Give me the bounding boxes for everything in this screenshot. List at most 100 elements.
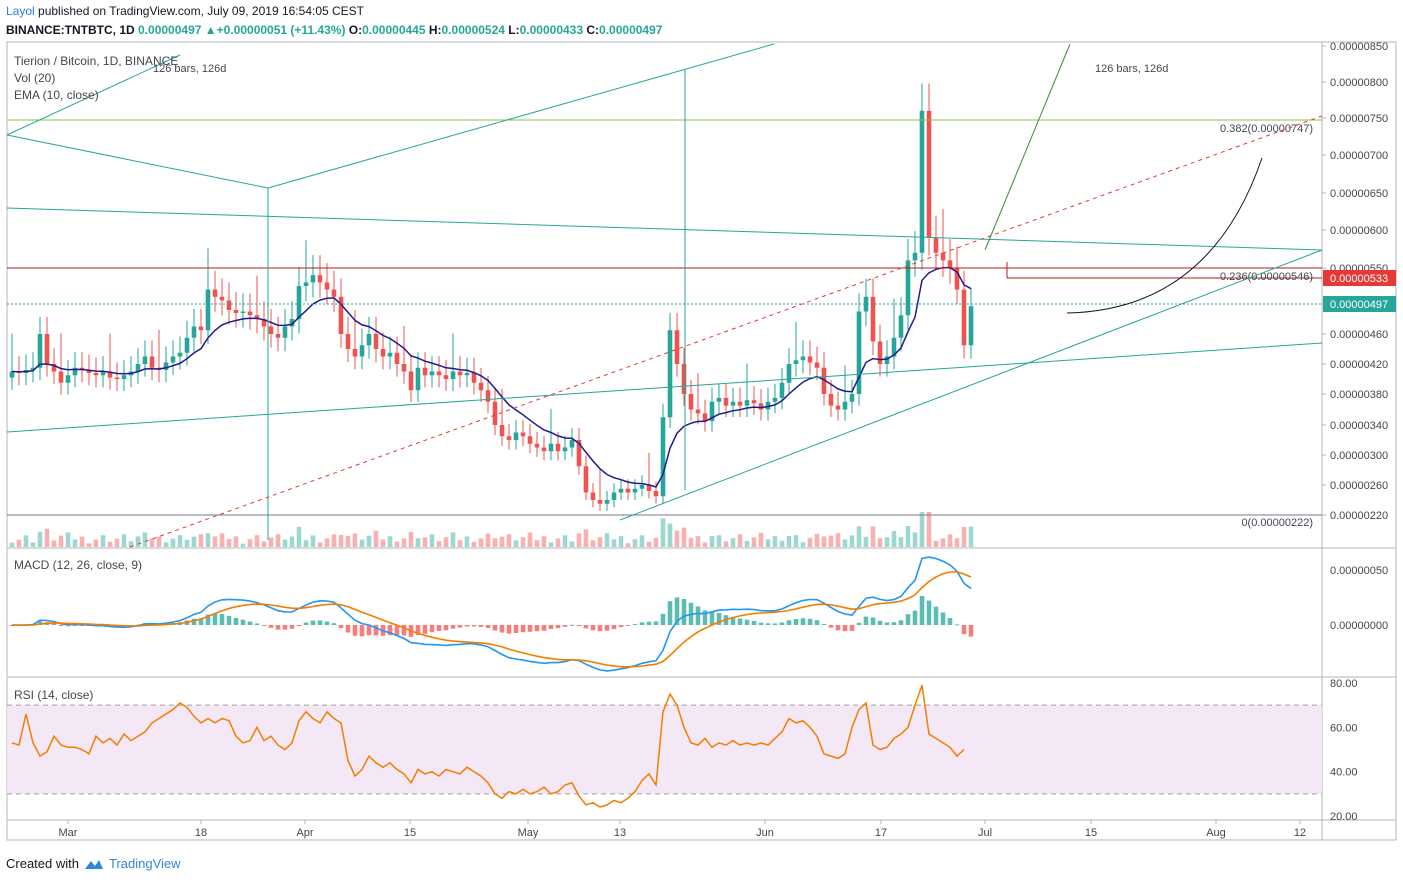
volume-bar bbox=[268, 537, 274, 547]
macd-histogram-bar bbox=[212, 613, 218, 625]
candle-body bbox=[891, 337, 897, 357]
macd-histogram-bar bbox=[667, 601, 673, 625]
macd-histogram-bar bbox=[198, 618, 204, 625]
volume-bar bbox=[107, 541, 113, 547]
volume-bar bbox=[128, 541, 134, 547]
candle-body bbox=[786, 364, 792, 383]
current-price-tag-label: 0.00000497 bbox=[1330, 299, 1388, 311]
candle-body bbox=[877, 341, 883, 364]
volume-bar bbox=[226, 538, 232, 547]
rsi-tick-label: 20.00 bbox=[1330, 811, 1358, 823]
volume-bar bbox=[51, 540, 57, 547]
author-link[interactable]: Layol bbox=[6, 4, 35, 18]
volume-bar bbox=[737, 534, 743, 547]
macd-histogram-bar bbox=[359, 625, 365, 637]
macd-histogram-bar bbox=[331, 623, 337, 625]
volume-bar bbox=[156, 536, 162, 547]
candle-body bbox=[121, 375, 127, 379]
volume-bar bbox=[835, 533, 841, 547]
macd-histogram-bar bbox=[660, 613, 666, 625]
volume-bar bbox=[786, 536, 792, 547]
candle-body bbox=[289, 319, 295, 327]
candle-body bbox=[191, 326, 197, 338]
candle-body bbox=[212, 289, 218, 297]
candle-body bbox=[961, 289, 967, 346]
candle-body bbox=[800, 356, 806, 361]
up-arrow-icon: ▲ bbox=[204, 23, 217, 37]
volume-legend: Vol (20) bbox=[14, 71, 56, 85]
macd-histogram-bar bbox=[450, 625, 456, 629]
macd-histogram-bar bbox=[254, 623, 260, 625]
macd-histogram-bar bbox=[583, 625, 589, 629]
macd-histogram-bar bbox=[289, 625, 295, 629]
macd-histogram-bar bbox=[233, 617, 239, 625]
macd-histogram-bar bbox=[219, 613, 225, 625]
macd-histogram-bar bbox=[562, 625, 568, 627]
volume-bar bbox=[912, 532, 918, 547]
volume-bar bbox=[695, 536, 701, 547]
candle-body bbox=[548, 443, 554, 452]
candle-body bbox=[947, 260, 953, 268]
macd-signal-line bbox=[12, 570, 972, 668]
macd-histogram-bar bbox=[373, 625, 379, 636]
candle-body bbox=[702, 413, 708, 422]
volume-bar bbox=[352, 533, 358, 547]
chart-frame bbox=[6, 41, 1397, 841]
candle-body bbox=[415, 367, 421, 391]
macd-histogram-bar bbox=[744, 619, 750, 625]
candle-body bbox=[737, 401, 743, 406]
volume-bar bbox=[212, 536, 218, 547]
volume-bar bbox=[793, 535, 799, 547]
volume-bar bbox=[450, 532, 456, 547]
price-tick-label: 0.00000750 bbox=[1330, 113, 1388, 125]
volume-bar bbox=[653, 537, 659, 547]
candle-body bbox=[835, 405, 841, 410]
trend-line bbox=[267, 43, 775, 189]
candle-body bbox=[275, 334, 281, 338]
volume-bar bbox=[919, 512, 925, 547]
volume-bar bbox=[205, 533, 211, 547]
macd-histogram-bar bbox=[835, 625, 841, 631]
volume-bar bbox=[310, 535, 316, 547]
volume-bar bbox=[387, 536, 393, 547]
volume-bar bbox=[548, 542, 554, 547]
volume-bar bbox=[674, 530, 680, 547]
candle-body bbox=[282, 326, 288, 338]
rsi-line bbox=[11, 684, 965, 808]
macd-histogram-bar bbox=[905, 614, 911, 625]
volume-bar bbox=[30, 542, 36, 547]
macd-histogram-bar bbox=[856, 622, 862, 625]
volume-bar bbox=[394, 541, 400, 547]
volume-bar bbox=[233, 536, 239, 547]
publish-header: Layol published on TradingView.com, July… bbox=[6, 4, 364, 18]
volume-bar bbox=[933, 540, 939, 547]
volume-bar bbox=[870, 526, 876, 547]
volume-bar bbox=[261, 541, 267, 547]
macd-histogram-bar bbox=[401, 625, 407, 636]
macd-histogram-bar bbox=[457, 625, 463, 628]
volume-bar bbox=[940, 538, 946, 547]
open-value: 0.00000445 bbox=[362, 23, 426, 37]
time-tick-label: 13 bbox=[614, 827, 626, 839]
time-tick-label: Jul bbox=[978, 827, 992, 839]
macd-histogram-bar bbox=[863, 616, 869, 625]
red-price-tag bbox=[1323, 270, 1396, 286]
macd-histogram-bar bbox=[534, 625, 540, 632]
candle-body bbox=[114, 377, 120, 379]
volume-bar bbox=[499, 536, 505, 547]
macd-histogram-bar bbox=[520, 625, 526, 633]
volume-bar bbox=[72, 539, 78, 547]
macd-histogram-bar bbox=[709, 611, 715, 625]
candle-body bbox=[520, 432, 526, 437]
candle-body bbox=[142, 356, 148, 364]
candle-body bbox=[905, 260, 911, 316]
candle-body bbox=[352, 349, 358, 357]
volume-bar bbox=[765, 539, 771, 547]
macd-histogram-bar bbox=[37, 621, 43, 625]
candle-body bbox=[303, 282, 309, 286]
tradingview-brand[interactable]: TradingView bbox=[108, 856, 181, 871]
candle-body bbox=[695, 409, 701, 414]
candle-body bbox=[639, 485, 645, 489]
volume-bar bbox=[639, 535, 645, 547]
